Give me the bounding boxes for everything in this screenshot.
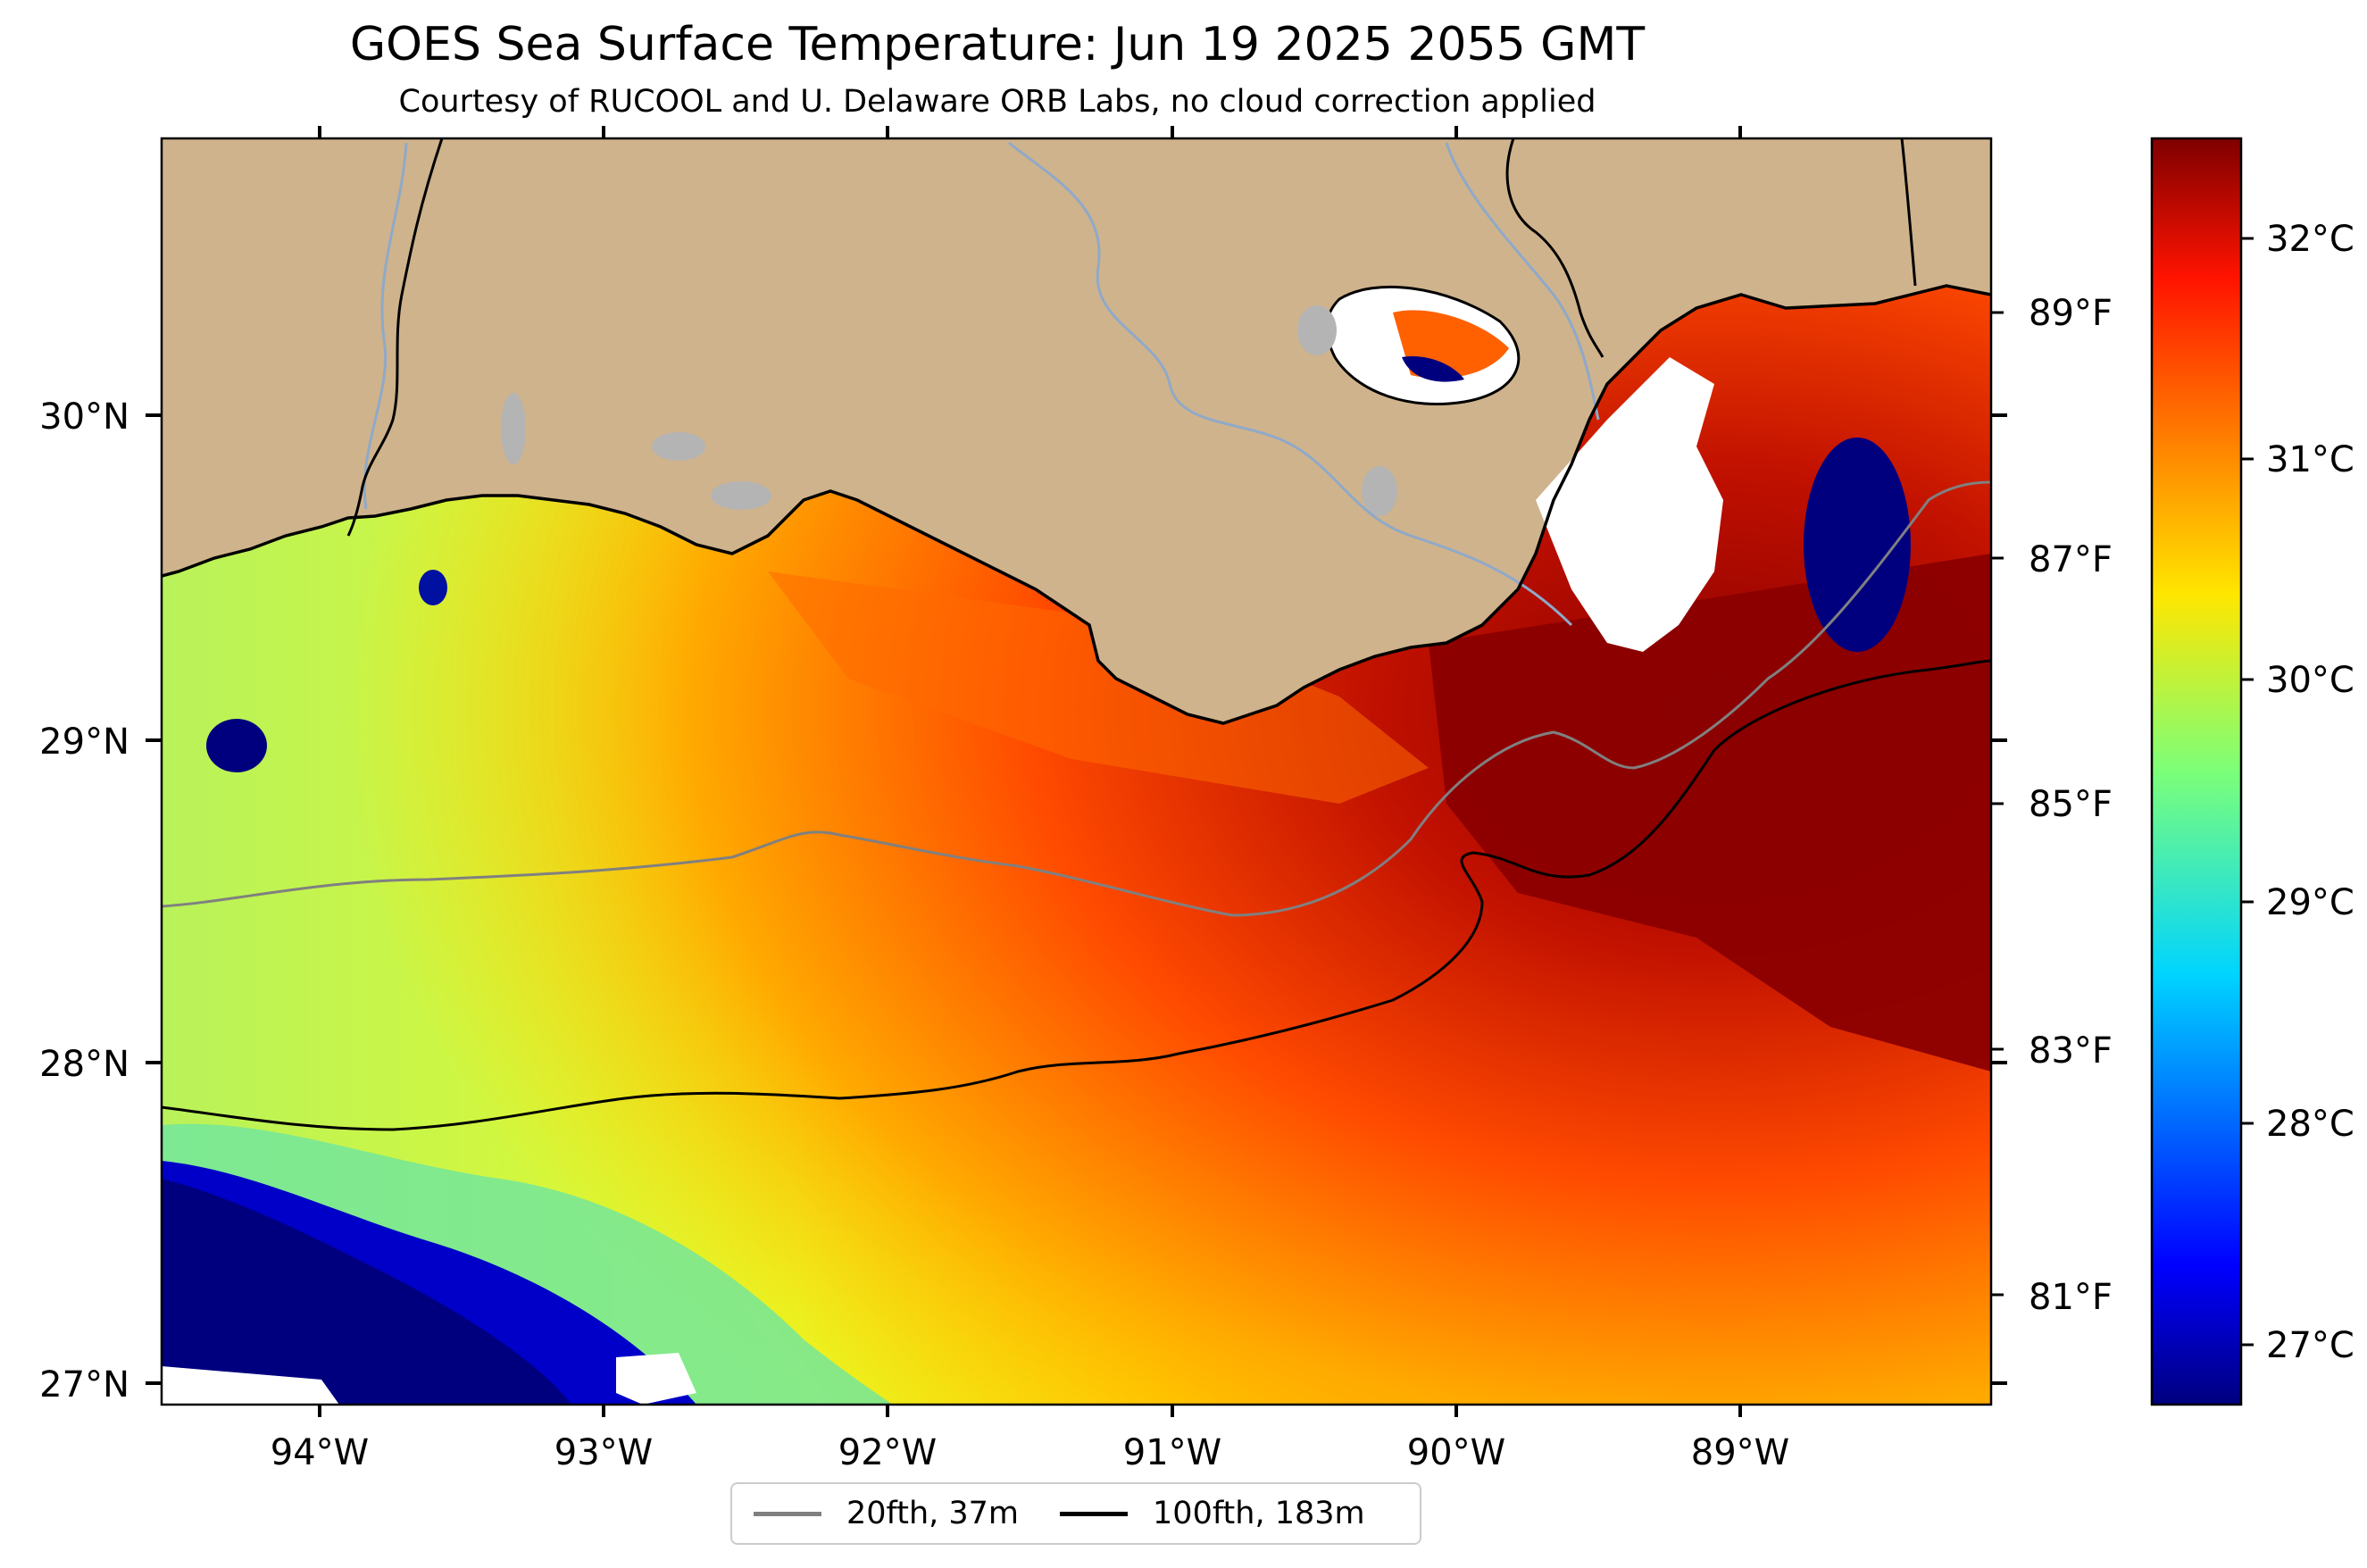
colorbar-ticks [2241,237,2254,1347]
colorbar [2150,137,2243,1406]
no-data-delta [1536,357,1723,652]
inland-lake [652,432,705,461]
legend-item-20fth: 20fth, 37m [754,1496,1019,1531]
lat-label: 30°N [39,396,129,438]
celsius-label: 32°C [2266,219,2354,260]
lon-label: 91°W [1123,1432,1221,1473]
legend-label: 20fth, 37m [846,1496,1020,1531]
legend-item-100fth: 100fth, 183m [1060,1496,1365,1531]
land-louisiana [162,138,1991,723]
isobath-20fth [162,480,1991,917]
state-border-la-ms [1505,138,1604,358]
lon-label: 94°W [271,1432,369,1473]
isobath-100fth [162,659,1991,1131]
inland-lake [711,481,771,510]
lon-ticks [318,126,1742,1417]
lat-ticks [146,413,2007,1385]
pearl-river [1445,142,1600,421]
legend-label: 100fth, 183m [1153,1496,1365,1531]
inland-lake [501,393,526,464]
isobath-legend: 20fth, 37m 100fth, 183m [730,1482,1421,1545]
lon-label: 90°W [1407,1432,1505,1473]
fahrenheit-ticks [1991,311,2004,1297]
fahrenheit-label: 89°F [2029,293,2113,334]
celsius-label: 29°C [2266,882,2354,923]
inland-lake [1362,466,1397,516]
state-border-tx-la [346,138,444,537]
lake-borgne-cold [1804,438,1911,652]
celsius-label: 31°C [2266,439,2354,480]
cold-spot [206,719,267,772]
map-subtitle: Courtesy of RUCOOL and U. Delaware ORB L… [398,84,1596,120]
map-title: GOES Sea Surface Temperature: Jun 19 202… [349,18,1646,71]
fahrenheit-label: 83°F [2029,1030,2113,1072]
lake-pontchartrain-cold [1402,356,1464,382]
coastline [162,284,1991,725]
legend-line-gray [754,1511,821,1516]
lat-label: 27°N [39,1364,129,1405]
cloud-patch [616,1353,696,1405]
map-area [162,138,1991,1405]
coastal-warm-band [768,571,1429,804]
cold-spot [419,570,447,605]
state-border-ms-al [1900,138,1917,287]
inland-lake [1297,305,1337,355]
sabine-river [363,142,408,510]
fahrenheit-label: 81°F [2029,1277,2113,1318]
coldest-water-region [162,1179,571,1405]
lon-label: 93°W [554,1432,653,1473]
celsius-label: 27°C [2266,1325,2354,1366]
map-frame [160,137,1993,1406]
fahrenheit-label: 85°F [2029,784,2113,825]
cloud-patch [162,1366,339,1405]
lat-label: 29°N [39,721,129,763]
fahrenheit-label: 87°F [2029,539,2113,580]
celsius-label: 28°C [2266,1104,2354,1145]
lon-label: 89°W [1691,1432,1789,1473]
mississippi-river [1008,141,1573,627]
lat-label: 28°N [39,1044,129,1085]
legend-line-black [1060,1511,1129,1516]
celsius-label: 30°C [2266,660,2354,701]
lon-label: 92°W [838,1432,937,1473]
